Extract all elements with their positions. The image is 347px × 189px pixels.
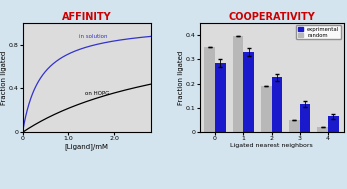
- Bar: [328, 116, 339, 132]
- Title: AFFINITY: AFFINITY: [62, 12, 112, 22]
- Title: COOPERATIVITY: COOPERATIVITY: [228, 12, 315, 22]
- Y-axis label: Fraction ligated: Fraction ligated: [1, 50, 7, 105]
- Bar: [289, 120, 300, 132]
- Bar: [215, 63, 226, 132]
- Legend: exprimental, random: exprimental, random: [296, 25, 341, 39]
- Bar: [232, 36, 243, 132]
- X-axis label: [Ligand]/mM: [Ligand]/mM: [65, 143, 109, 150]
- Text: in solution: in solution: [79, 34, 107, 39]
- Bar: [300, 104, 311, 132]
- Y-axis label: Fraction ligated: Fraction ligated: [178, 50, 184, 105]
- Text: on HOPG: on HOPG: [85, 91, 110, 96]
- Bar: [271, 77, 282, 132]
- Bar: [261, 86, 271, 132]
- X-axis label: Ligated nearest neighbors: Ligated nearest neighbors: [230, 143, 313, 148]
- Bar: [243, 52, 254, 132]
- Bar: [204, 47, 215, 132]
- Bar: [317, 127, 328, 132]
